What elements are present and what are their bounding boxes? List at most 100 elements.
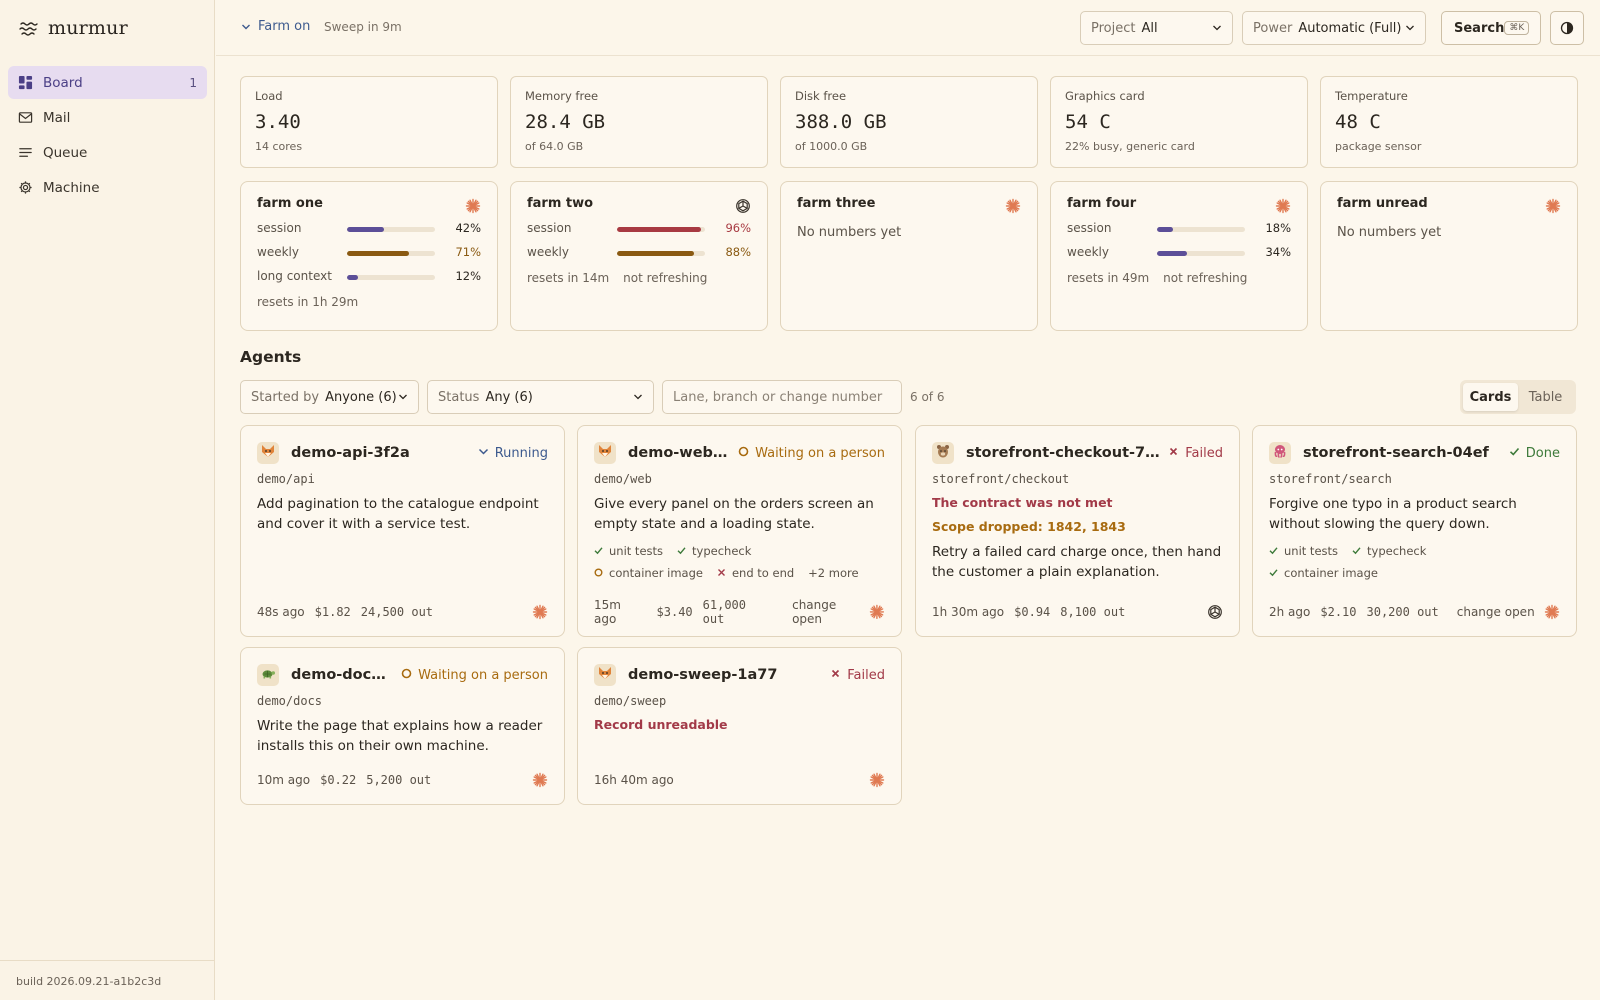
chevron-down-icon — [634, 394, 642, 400]
farm-card[interactable]: farm four session 18% weekly 34% resets in 49… — [1050, 181, 1308, 331]
agent-error-text: The contract was not met — [932, 495, 1113, 510]
view-cards-button[interactable]: Cards — [1463, 383, 1518, 411]
meter-bar — [347, 251, 435, 256]
check-list: unit tests typecheck container image — [1269, 540, 1560, 584]
stat-title: Disk free — [795, 89, 847, 103]
meter-label: weekly — [1067, 245, 1109, 259]
agent-description: Give every panel on the orders screen an… — [594, 496, 874, 532]
stat-title: Graphics card — [1065, 89, 1145, 103]
view-table-button[interactable]: Table — [1528, 389, 1563, 405]
farm-card[interactable]: farm two session 96% weekly 88% resets in 14m… — [510, 181, 768, 331]
sunburst-icon — [869, 604, 885, 620]
app-name: murmur — [48, 17, 128, 39]
farm-footer-text: resets in 49m — [1067, 271, 1150, 285]
fox-icon — [260, 443, 276, 463]
agent-card[interactable]: demo-web-91… Waiting on a person demo/web G… — [577, 425, 902, 637]
check-list: unit tests typecheck container image end to… — [594, 540, 885, 584]
agent-name[interactable]: storefront-search-04ef — [1303, 445, 1489, 461]
agent-error-text: Record unreadable — [594, 717, 728, 732]
agent-avatar — [1269, 442, 1291, 464]
sunburst-icon — [465, 198, 481, 214]
meter-bar — [617, 227, 705, 232]
usage-meter: session 42% — [257, 217, 481, 241]
agent-name[interactable]: demo-docs-5… — [291, 667, 393, 683]
meter-label: session — [257, 221, 302, 235]
farm-card[interactable]: farm one session 42% weekly 71% long context 1… — [240, 181, 498, 331]
power-select-value: Automatic (Full) — [1298, 20, 1402, 36]
agent-card[interactable]: demo-docs-5… Waiting on a person demo/docs… — [240, 647, 565, 805]
agent-name[interactable]: storefront-checkout-77c1 — [966, 445, 1161, 461]
agent-avatar — [594, 664, 616, 686]
turtle-icon — [260, 665, 276, 685]
meter-fill — [347, 227, 384, 232]
chevron-down-icon — [242, 24, 250, 29]
check-item: typecheck — [1352, 540, 1426, 562]
theme-toggle-button[interactable] — [1550, 11, 1584, 45]
murmur-logo-icon — [19, 22, 38, 36]
farm-name: farm one — [257, 196, 323, 211]
check-label: typecheck — [692, 544, 752, 558]
status-filter-label: Status — [438, 389, 480, 405]
status-text: Failed — [1185, 445, 1223, 461]
farm-meters: session 18% weekly 34% — [1067, 217, 1291, 265]
agent-name[interactable]: demo-web-91… — [628, 445, 730, 461]
search-button[interactable]: Search ⌘K — [1441, 11, 1541, 45]
sidebar-item-mail[interactable]: Mail — [8, 101, 207, 134]
status-running-icon — [478, 446, 495, 461]
agent-description: Add pagination to the catalogue endpoint… — [257, 496, 539, 532]
stat-subtitle: 14 cores — [255, 140, 303, 153]
status-filter[interactable]: Status Any (6) — [427, 380, 654, 414]
farm-toggle[interactable]: Farm on — [241, 19, 310, 34]
farm-card[interactable]: farm three No numbers yet — [780, 181, 1038, 331]
meter-fill — [617, 251, 695, 256]
started-by-filter[interactable]: Started by Anyone (6) — [240, 380, 419, 414]
agent-card-footer: 2h ago $2.10 30,200 out change open — [1269, 604, 1560, 620]
cross-icon — [717, 566, 732, 580]
farm-meters: session 96% weekly 88% — [527, 217, 751, 265]
agent-cost: $3.40 — [656, 605, 693, 619]
check-icon — [1269, 544, 1284, 558]
more-checks-link[interactable]: +2 more — [808, 566, 859, 580]
agent-card[interactable]: storefront-search-04ef Done storefront/sea… — [1252, 425, 1577, 637]
usage-meter: session 96% — [527, 217, 751, 241]
farm-name: farm two — [527, 196, 594, 211]
farm-empty-text: No numbers yet — [1337, 225, 1442, 240]
meter-percent: 71% — [455, 245, 481, 259]
sidebar-item-queue[interactable]: Queue — [8, 136, 207, 169]
sidebar-item-board[interactable]: Board 1 — [8, 66, 207, 99]
farm-footer: resets in 49m not refreshing — [1067, 271, 1291, 285]
meter-percent: 34% — [1265, 245, 1291, 259]
meter-bar — [617, 251, 705, 256]
agent-name[interactable]: demo-api-3f2a — [291, 445, 410, 461]
usage-meter: long context 12% — [257, 265, 481, 289]
stat-value: 54 C — [1065, 111, 1111, 133]
check-label: unit tests — [609, 544, 664, 558]
power-select[interactable]: Power Automatic (Full) — [1242, 11, 1426, 45]
agent-card-footer: 1h 30m ago $0.94 8,100 out — [932, 604, 1223, 620]
meter-label: weekly — [527, 245, 569, 259]
sidebar-item-machine[interactable]: Machine — [8, 171, 207, 204]
check-item: typecheck — [677, 540, 751, 562]
stat-card-load: Load 3.40 14 cores — [240, 76, 498, 168]
agent-card[interactable]: demo-sweep-1a77 Failed demo/sweep Record un… — [577, 647, 902, 805]
agent-card[interactable]: demo-api-3f2a Running demo/api Add paginati… — [240, 425, 565, 637]
status-text: Failed — [847, 667, 885, 683]
farm-card[interactable]: farm unread No numbers yet — [1320, 181, 1578, 331]
agent-search-input[interactable] — [662, 380, 902, 414]
meter-percent: 96% — [725, 221, 751, 235]
status-badge: Waiting on a person — [730, 446, 885, 461]
stat-card-temperature: Temperature 48 C package sensor — [1320, 76, 1578, 168]
agent-repo: demo/docs — [257, 694, 323, 708]
agent-age: 48s ago — [257, 605, 305, 619]
meter-fill — [347, 275, 358, 280]
sunburst-icon — [1544, 604, 1560, 620]
agent-card-header: storefront-search-04ef Done — [1269, 442, 1560, 464]
agent-card[interactable]: storefront-checkout-77c1 Failed storefront… — [915, 425, 1240, 637]
agent-repo: demo/sweep — [594, 694, 667, 708]
agent-cost: $2.10 — [1320, 605, 1357, 619]
farm-meters: session 42% weekly 71% long context 12% — [257, 217, 481, 289]
logo[interactable]: murmur — [18, 17, 128, 39]
agent-age: 10m ago — [257, 773, 311, 787]
agent-name[interactable]: demo-sweep-1a77 — [628, 667, 778, 683]
project-select[interactable]: Project All — [1080, 11, 1233, 45]
